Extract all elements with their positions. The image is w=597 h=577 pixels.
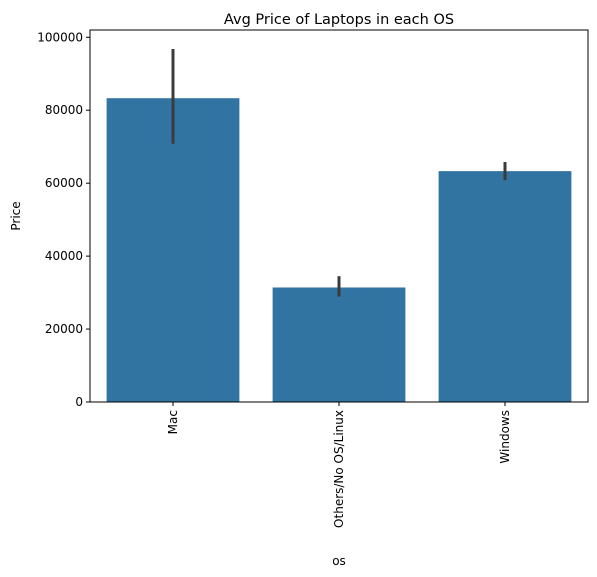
- bar-2: [438, 171, 572, 402]
- x-axis-label: os: [332, 554, 346, 568]
- y-tick-label-3: 60000: [45, 176, 83, 190]
- error-bars-layer: [171, 48, 507, 297]
- x-axis: Mac Others/No OS/Linux Windows: [166, 402, 512, 528]
- plot-frame: [89, 29, 589, 403]
- y-tick-label-2: 40000: [45, 249, 83, 263]
- x-tick-label-2: Windows: [498, 410, 512, 464]
- x-tick-label-1: Others/No OS/Linux: [332, 410, 346, 528]
- chart-title: Avg Price of Laptops in each OS: [224, 12, 454, 28]
- y-axis-label: Price: [9, 201, 23, 230]
- y-tick-label-5: 100000: [37, 30, 83, 44]
- bar-1: [272, 287, 406, 402]
- y-tick-label-4: 80000: [45, 103, 83, 117]
- y-tick-label-0: 0: [75, 395, 83, 409]
- y-tick-label-1: 20000: [45, 322, 83, 336]
- x-tick-label-0: Mac: [166, 410, 180, 434]
- y-axis: 0 20000 40000 60000 80000 100000: [37, 30, 90, 409]
- bars-layer: [106, 98, 572, 402]
- bar-0: [106, 98, 240, 402]
